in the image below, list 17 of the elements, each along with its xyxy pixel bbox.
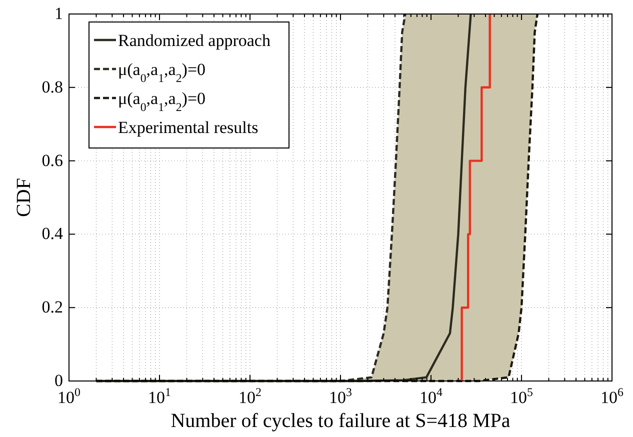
x-tick-label: 10$^{4}$ <box>420 385 443 407</box>
x-tick-label: 10$^{1}$ <box>148 385 172 407</box>
y-tick-label: 1 <box>54 4 63 23</box>
legend-label: Randomized approach <box>118 31 271 50</box>
x-tick-label: 10$^{2}$ <box>238 385 262 407</box>
x-tick-label: 10$^{5}$ <box>510 385 534 407</box>
legend-label: μ(a$_{0}$,a$_{1}$,a$_{2}$)=0 <box>118 89 206 114</box>
x-axis-title: Number of cycles to failure at S=418 MPa <box>170 410 510 432</box>
y-tick-label: 0.8 <box>42 77 63 96</box>
x-tick-label: 10$^{3}$ <box>329 385 352 407</box>
y-tick-label: 0.4 <box>42 224 64 244</box>
x-tick-label: 10$^{6}$ <box>600 385 624 407</box>
y-tick-label: 0.2 <box>42 298 63 317</box>
legend-label: Experimental results <box>118 118 258 137</box>
legend-label: μ(a$_{0}$,a$_{1}$,a$_{2}$)=0 <box>118 60 206 85</box>
y-axis-title: CDF <box>13 178 35 217</box>
y-tick-label: 0.6 <box>42 150 63 170</box>
